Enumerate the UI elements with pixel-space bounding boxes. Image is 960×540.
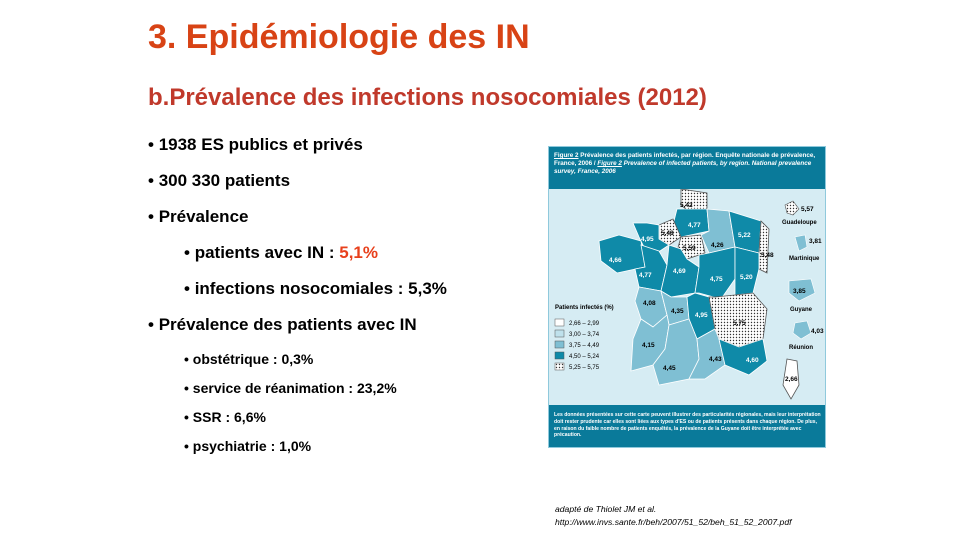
region-languedoc	[688, 328, 726, 380]
bullet-psychiatry: • psychiatrie : 1,0%	[184, 438, 312, 454]
figure-label: Figure 2	[554, 152, 579, 159]
label-alsace: 5,48	[761, 252, 774, 259]
label-aquitaine: 4,15	[642, 342, 655, 349]
bullet-text: 1938 ES publics et privés	[158, 135, 363, 154]
overseas-guadeloupe-shape	[784, 200, 800, 216]
label-bnormandie: 4,95	[641, 236, 654, 243]
overseas-reunion-shape	[792, 320, 812, 340]
overseas-guyane-shape	[788, 278, 816, 302]
bullet-text: SSR : 6,6%	[192, 409, 266, 425]
bullet-icu: • service de réanimation : 23,2%	[184, 380, 397, 396]
caption-en: Prevalence of infected patients, by regi…	[554, 160, 812, 176]
label-corse: 2,66	[785, 376, 798, 383]
label-lorraine: 5,22	[738, 232, 751, 239]
region-paca	[718, 338, 768, 376]
label-paysloire: 4,77	[639, 272, 652, 279]
label-paca: 4,60	[746, 357, 759, 364]
label-nord: 5,42	[680, 202, 693, 209]
overseas-martinique-name: Martinique	[789, 256, 820, 262]
regions-group	[598, 188, 800, 400]
caption-fr: Prévalence des patients infectés, par ré…	[554, 152, 816, 168]
figure-label-en: Figure 2	[597, 160, 622, 168]
legend-label-4: 4,50 – 5,24	[569, 354, 600, 360]
region-alsace	[758, 220, 770, 274]
label-limousin: 4,35	[671, 308, 684, 315]
legend-swatch-1	[554, 318, 565, 327]
source-citation: adapté de Thiolet JM et al. http://www.i…	[555, 503, 792, 529]
overseas-guadeloupe-value: 5,57	[801, 206, 814, 213]
label-bretagne: 4,66	[609, 257, 622, 264]
legend-swatch-2	[554, 329, 565, 338]
legend-swatch-5	[554, 362, 565, 371]
france-map: 5,42 4,77 5,48 5,59 4,26 5,22 5,48 4,66 …	[554, 188, 824, 400]
bullet-ssr: • SSR : 6,6%	[184, 409, 266, 425]
label-picardie: 4,77	[688, 222, 701, 229]
bullet-establishments: • 1938 ES publics et privés	[148, 135, 363, 154]
region-corse	[782, 358, 800, 400]
legend-title: Patients infectés (%)	[555, 305, 614, 311]
label-languedoc: 4,43	[709, 356, 722, 363]
map-area: 5,42 4,77 5,48 5,59 4,26 5,22 5,48 4,66 …	[549, 188, 825, 405]
legend-swatch-3	[554, 340, 565, 349]
overseas-reunion-value: 4,03	[811, 328, 824, 335]
highlight-value: 5,1%	[339, 243, 378, 262]
overseas-reunion-name: Réunion	[789, 345, 813, 351]
legend-label-2: 3,00 – 3,74	[569, 332, 600, 338]
slide-subtitle: b.Prévalence des infections nosocomiales…	[148, 84, 707, 111]
overseas-group: 5,57 Guadeloupe 3,81 Martinique 3,85 Guy…	[782, 200, 824, 351]
overseas-guyane-value: 3,85	[793, 288, 806, 295]
overseas-martinique-shape	[794, 234, 808, 252]
region-bretagne	[598, 234, 646, 274]
bullet-prevalence: • Prévalence	[148, 207, 249, 226]
label-bourgogne: 4,75	[710, 276, 723, 283]
bullet-text: 300 330 patients	[158, 171, 291, 190]
label-franchecomte: 5,20	[740, 274, 753, 281]
bullet-text: Prévalence	[158, 207, 249, 226]
region-labels: 5,42 4,77 5,48 5,59 4,26 5,22 5,48 4,66 …	[609, 202, 798, 383]
bullet-text: psychiatrie : 1,0%	[192, 438, 312, 454]
source-author: adapté de Thiolet JM et al.	[555, 504, 657, 514]
overseas-martinique-value: 3,81	[809, 238, 822, 245]
label-centre: 4,69	[673, 268, 686, 275]
prevalence-map-figure: Figure 2 Prévalence des patients infecté…	[548, 146, 826, 448]
legend-swatch-4	[554, 351, 565, 360]
label-auvergne: 4,95	[695, 312, 708, 319]
map-legend: Patients infectés (%) 2,66 – 2,99 3,00 –…	[554, 305, 614, 371]
bullet-obstetrics: • obstétrique : 0,3%	[184, 351, 314, 367]
legend-label-1: 2,66 – 2,99	[569, 321, 600, 327]
bullet-text: obstétrique : 0,3%	[192, 351, 314, 367]
label-midipyrenees: 4,45	[663, 365, 676, 372]
bullet-text: infections nosocomiales : 5,3%	[194, 279, 447, 298]
slide-title: 3. Epidémiologie des IN	[148, 18, 530, 56]
bullet-nosocomial-infections: • infections nosocomiales : 5,3%	[184, 279, 447, 298]
legend-label-3: 3,75 – 4,49	[569, 343, 600, 349]
overseas-guyane-name: Guyane	[790, 307, 813, 313]
label-poitou: 4,08	[643, 300, 656, 307]
bullet-text: Prévalence des patients avec IN	[158, 315, 417, 334]
source-url: http://www.invs.sante.fr/beh/2007/51_52/…	[555, 517, 792, 527]
bullet-text: patients avec IN :	[194, 243, 340, 262]
bullet-patients: • 300 330 patients	[148, 171, 291, 190]
label-hnormandie: 5,48	[661, 230, 674, 237]
figure-caption: Figure 2 Prévalence des patients infecté…	[549, 147, 825, 189]
bullet-prevalence-patients-in: • Prévalence des patients avec IN	[148, 315, 417, 334]
label-champagne: 4,26	[711, 242, 724, 249]
bullet-text: service de réanimation : 23,2%	[192, 380, 397, 396]
figure-note: Les données présentées sur cette carte p…	[549, 405, 825, 447]
region-franchecomte	[734, 246, 760, 296]
overseas-guadeloupe-name: Guadeloupe	[782, 220, 817, 226]
label-rhonealpes: 5,75	[733, 320, 746, 327]
legend-label-5: 5,25 – 5,75	[569, 365, 600, 371]
bullet-patients-with-in: • patients avec IN : 5,1%	[184, 243, 378, 262]
region-bourgogne	[694, 246, 736, 300]
label-idf: 5,59	[683, 245, 696, 252]
